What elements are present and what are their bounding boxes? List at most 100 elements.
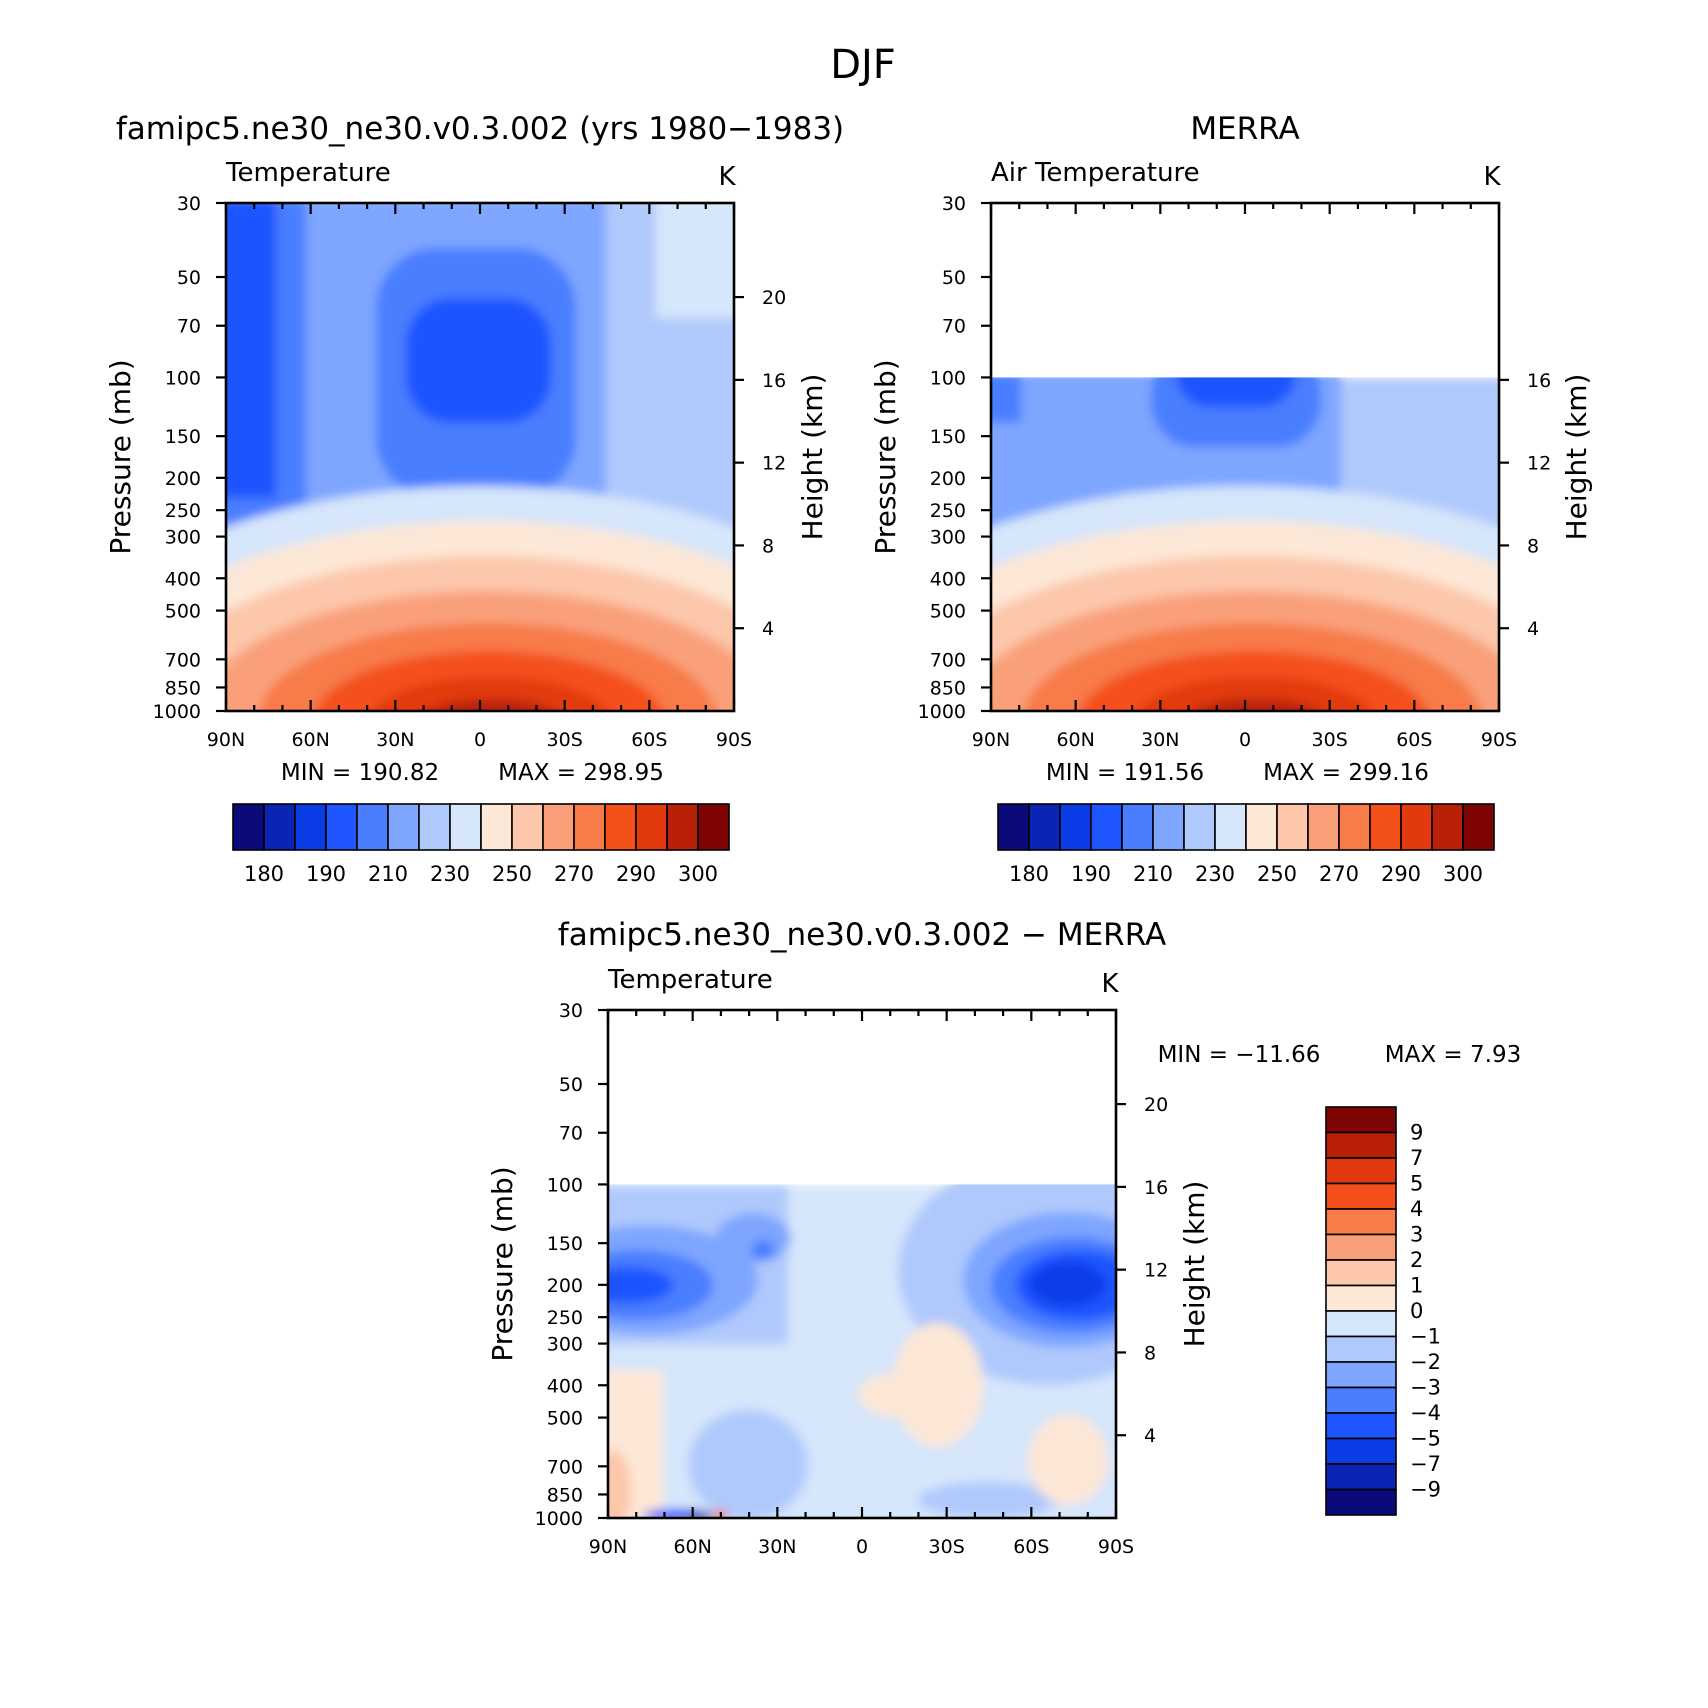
colorbar-label: 2	[1410, 1248, 1423, 1272]
colorbar-label: 290	[616, 862, 656, 886]
contour-band	[406, 298, 551, 423]
y-tick-label: 1000	[535, 1508, 583, 1530]
units-label: K	[1483, 162, 1501, 192]
y-tick-label: 150	[547, 1233, 583, 1255]
contour-band	[1030, 1262, 1106, 1306]
colorbar-swatch	[325, 803, 358, 851]
height-tick-label: 16	[1144, 1177, 1168, 1199]
colorbar-swatch	[573, 803, 606, 851]
x-tick-label: 30S	[547, 729, 583, 751]
height-tick-label: 12	[1527, 453, 1551, 475]
colorbar-swatch	[1090, 803, 1123, 851]
panel-title: famipc5.ne30_ne30.v0.3.002 − MERRA	[558, 917, 1166, 953]
height-tick-label: 4	[1527, 618, 1539, 640]
x-tick-label: 30N	[758, 1536, 796, 1558]
colorbar-label: 180	[1009, 862, 1049, 886]
height-tick-label: 20	[762, 287, 786, 309]
colorbar-label: −1	[1410, 1325, 1441, 1349]
variable-label: Temperature	[225, 158, 391, 188]
variable-label: Temperature	[607, 965, 773, 995]
colorbar-label: 210	[1133, 862, 1173, 886]
colorbar-label: −3	[1410, 1376, 1441, 1400]
contour-band	[751, 1240, 775, 1260]
y-axis-label: Pressure (mb)	[486, 1166, 519, 1361]
min-label: MIN = 191.56	[1046, 760, 1204, 786]
panel-difference: famipc5.ne30_ne30.v0.3.002 − MERRA Tempe…	[486, 917, 1521, 1558]
colorbar-swatch	[1325, 1310, 1397, 1338]
colorbar-swatch	[1325, 1335, 1397, 1363]
difference-contour-field	[608, 1010, 1116, 1518]
colorbar-swatch	[1307, 803, 1340, 851]
colorbar-swatch	[1325, 1412, 1397, 1440]
min-label: MIN = −11.66	[1158, 1042, 1321, 1068]
contour-band	[893, 1323, 983, 1447]
panel-title: famipc5.ne30_ne30.v0.3.002 (yrs 1980−198…	[116, 111, 844, 147]
colorbar-swatch	[387, 803, 420, 851]
temperature-colorbar: 180 190 210 230 250 270 290 300	[997, 803, 1495, 886]
axes: 90N 60N 30N 0 30S 60S 90S 30 50 70 100 150 200 250 300…	[153, 193, 787, 751]
y-tick-label: 50	[177, 267, 201, 289]
height-tick-label: 8	[762, 535, 774, 557]
x-tick-label: 60N	[291, 729, 329, 751]
contour-band	[684, 1511, 712, 1518]
y-tick-label: 500	[547, 1408, 583, 1430]
x-tick-label: 90N	[589, 1536, 627, 1558]
temperature-colorbar: 180 190 210 230 250 270 290 300	[232, 803, 730, 886]
y-tick-label: 700	[930, 649, 966, 671]
height-tick-label: 8	[1144, 1342, 1156, 1364]
colorbar-swatch	[997, 803, 1030, 851]
x-tick-label: 60S	[631, 729, 667, 751]
colorbar-swatch	[449, 803, 482, 851]
main-title: DJF	[830, 42, 896, 88]
colorbar-label: 230	[430, 862, 470, 886]
panel-model: famipc5.ne30_ne30.v0.3.002 (yrs 1980−198…	[104, 111, 844, 886]
y-axis-label: Pressure (mb)	[869, 359, 902, 554]
colorbar-swatch	[418, 803, 451, 851]
y-tick-label: 70	[559, 1123, 583, 1145]
y-tick-label: 850	[547, 1484, 583, 1506]
y-tick-label: 200	[930, 468, 966, 490]
height-tick-label: 12	[762, 453, 786, 475]
y-tick-label: 150	[165, 426, 201, 448]
y2-axis-label: Height (km)	[796, 374, 829, 541]
y-tick-label: 250	[547, 1307, 583, 1329]
no-data-region	[991, 203, 1499, 378]
colorbar-label: 180	[244, 862, 284, 886]
max-label: MAX = 7.93	[1385, 1042, 1521, 1068]
y-tick-label: 400	[165, 568, 201, 590]
colorbar-label: 0	[1410, 1299, 1423, 1323]
colorbar-label: 5	[1410, 1172, 1423, 1196]
x-tick-label: 30N	[1141, 729, 1179, 751]
y-tick-label: 850	[165, 677, 201, 699]
contour-band	[656, 203, 734, 318]
contour-band	[991, 372, 1021, 423]
colorbar-swatch	[1325, 1131, 1397, 1159]
colorbar-label: 300	[1443, 862, 1483, 886]
units-label: K	[1101, 969, 1119, 999]
contour-band	[608, 1450, 631, 1518]
colorbar-swatch	[1325, 1463, 1397, 1491]
colorbar-label: 9	[1410, 1121, 1423, 1145]
contour-band	[427, 699, 556, 711]
height-tick-label: 20	[1144, 1094, 1168, 1116]
temperature-contour-field	[226, 203, 734, 711]
plot-frame	[224, 201, 736, 713]
y-tick-label: 100	[930, 367, 966, 389]
y-tick-label: 300	[547, 1334, 583, 1356]
height-tick-label: 4	[1144, 1425, 1156, 1447]
temperature-contour-field	[991, 203, 1499, 711]
colorbar-swatch	[635, 803, 668, 851]
y-tick-label: 30	[559, 1000, 583, 1022]
panel-title: MERRA	[1190, 111, 1299, 147]
colorbar-label: 270	[554, 862, 594, 886]
y-tick-label: 700	[165, 649, 201, 671]
colorbar-swatch	[1152, 803, 1185, 851]
axes: 90N 60N 30N 0 30S 60S 90S 30 50 70 100 150 200 250 300…	[918, 193, 1552, 751]
contour-band	[918, 1482, 1058, 1518]
colorbar-label: 250	[492, 862, 532, 886]
contour-band	[1192, 699, 1321, 711]
x-tick-label: 60N	[673, 1536, 711, 1558]
colorbar-swatch	[666, 803, 699, 851]
colorbar-label: 3	[1410, 1223, 1423, 1247]
